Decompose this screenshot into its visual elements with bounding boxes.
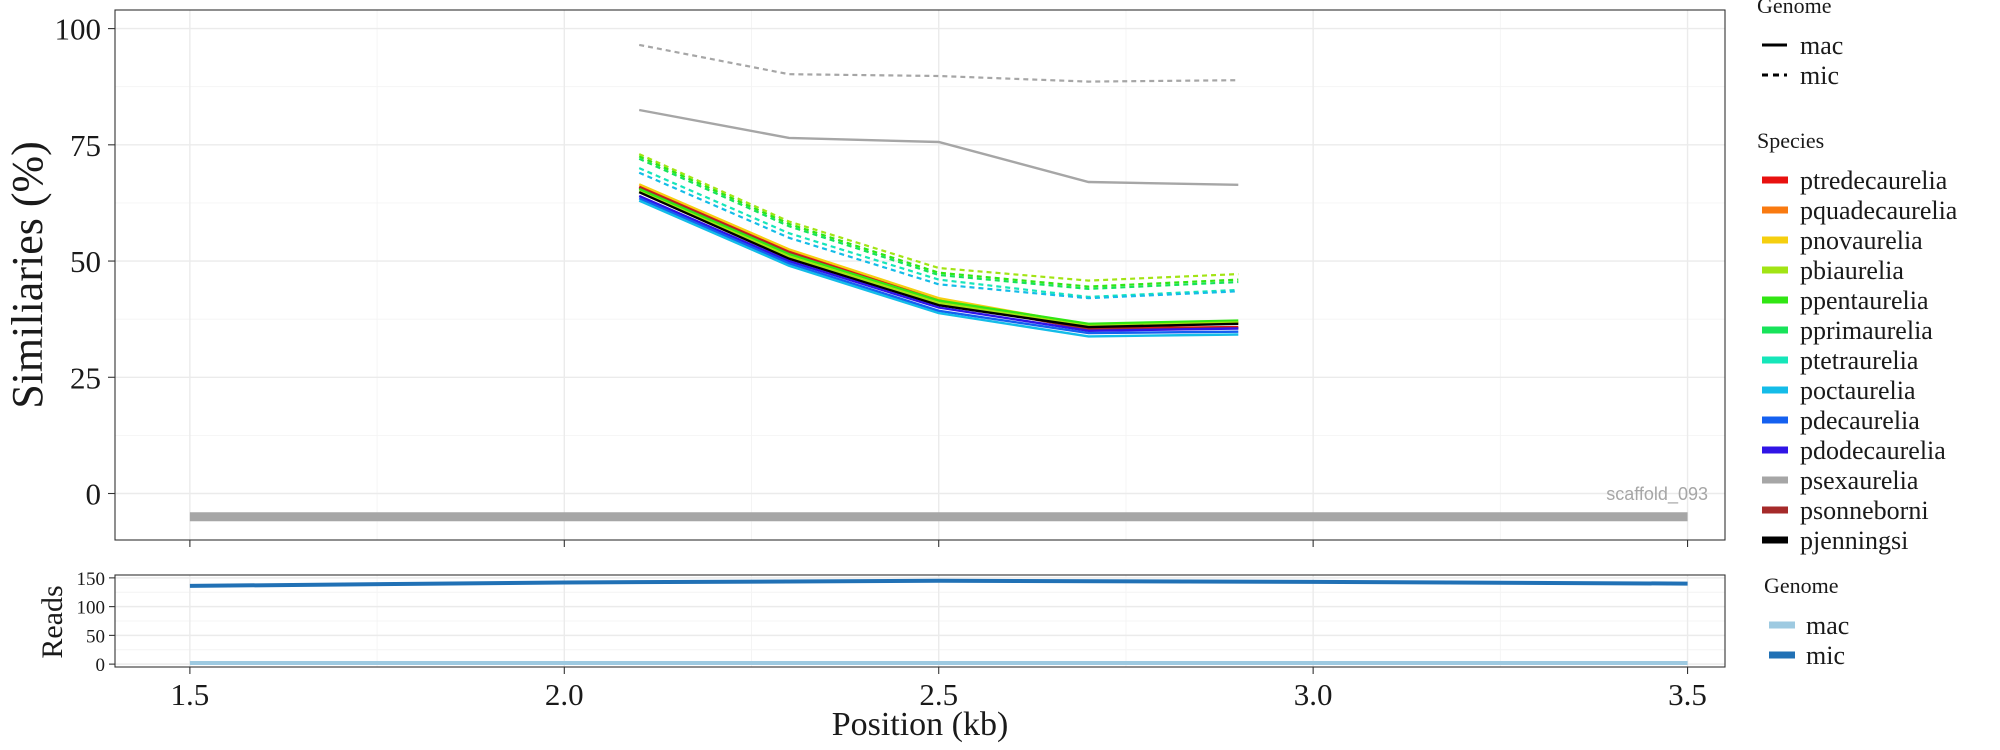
series-line-pdodecaurelia-mac <box>638 194 1239 333</box>
x-tick-label: 3.5 <box>1668 677 1707 712</box>
reads-panel: 0 50 100 150 1.5 2.0 2.5 3.0 3.5 Reads Position … <box>36 569 1726 743</box>
legend-species-key-pnovaurelia <box>1762 236 1788 244</box>
scaffold-annotation: scaffold_093 <box>1606 484 1708 505</box>
y-tick-label: 0 <box>86 477 102 512</box>
reads-y-axis-title: Reads <box>36 585 69 658</box>
series-line-pdecaurelia-mac <box>638 197 1239 335</box>
legend-species-key-pjenningsi <box>1762 536 1788 544</box>
similarity-minor-gridlines <box>115 10 1725 540</box>
legend-genome-title: Genome <box>1757 0 1832 18</box>
reads-axes: 0 50 100 150 1.5 2.0 2.5 3.0 3.5 <box>77 569 1707 712</box>
similarity-series-lines <box>638 43 1239 338</box>
legend-reads-label-mic: mic <box>1806 641 1845 670</box>
legend-species-label-ptetraurelia: ptetraurelia <box>1800 346 1919 375</box>
series-line-poctaurelia-mic <box>638 171 1239 300</box>
reads-y-tick-label: 150 <box>77 569 106 590</box>
legend-reads-label-mac: mac <box>1806 611 1849 640</box>
series-line-psexaurelia-mac <box>638 108 1239 186</box>
series-line-pbiaurelia-mic <box>638 153 1239 282</box>
series-line-ppentaurelia-mac <box>638 187 1239 326</box>
y-tick-label: 100 <box>55 12 102 47</box>
similarity-y-axis-title: Similiaries (%) <box>3 141 52 409</box>
legend-species-key-pbiaurelia <box>1762 266 1788 274</box>
reads-y-tick-label: 100 <box>77 598 106 619</box>
similarity-axes: 0 25 50 75 100 <box>55 12 1689 547</box>
legend-reads-key-mic <box>1769 651 1795 659</box>
y-tick-label: 75 <box>70 128 101 163</box>
legend-species-label-psexaurelia: psexaurelia <box>1800 466 1919 495</box>
reads-y-tick-label: 50 <box>86 626 105 647</box>
legend-species-key-psonneborni <box>1762 506 1788 514</box>
legend-species-key-ptredecaurelia <box>1762 176 1788 184</box>
legend-species-label-ppentaurelia: ppentaurelia <box>1800 286 1929 315</box>
reads-minor-gridlines <box>115 575 1725 667</box>
legend-species-key-ptetraurelia <box>1762 356 1788 364</box>
legend-species-label-pbiaurelia: pbiaurelia <box>1800 256 1904 285</box>
series-line-pjenningsi-mac <box>638 191 1239 329</box>
y-tick-label: 50 <box>70 244 101 279</box>
legend-reads-key-mac <box>1769 621 1795 629</box>
x-tick-label: 2.5 <box>919 677 958 712</box>
series-line-ptetraurelia-mic <box>638 167 1239 299</box>
x-tick-label: 1.5 <box>171 677 210 712</box>
legend-species-label-pquadecaurelia: pquadecaurelia <box>1800 196 1958 225</box>
series-line-ppentaurelia-mic <box>638 155 1239 288</box>
series-line-pprimaurelia-mic <box>638 157 1239 291</box>
legend-species-label-pdodecaurelia: pdodecaurelia <box>1800 436 1946 465</box>
legend-species-label-pprimaurelia: pprimaurelia <box>1800 316 1933 345</box>
reads-y-tick-label: 0 <box>96 655 106 676</box>
legend-species-key-pprimaurelia <box>1762 326 1788 334</box>
reads-series-lines <box>189 578 1688 665</box>
legend-species-key-pdecaurelia <box>1762 416 1788 424</box>
similarity-major-gridlines <box>115 10 1725 540</box>
legend-species-label-poctaurelia: poctaurelia <box>1800 376 1916 405</box>
legend-species-key-ppentaurelia <box>1762 296 1788 304</box>
reads-line-mic <box>189 578 1688 588</box>
legend-species-key-pdodecaurelia <box>1762 446 1788 454</box>
legend-species-label-ptredecaurelia: ptredecaurelia <box>1800 166 1948 195</box>
legend-species-title: Species <box>1757 128 1824 153</box>
x-axis-title: Position (kb) <box>832 706 1009 743</box>
similarity-panel: scaffold_093 0 25 50 75 100 Similiaries (%) <box>3 9 1726 547</box>
legend-genome-label-mic: mic <box>1800 61 1839 90</box>
legend-species: Species ptredecaureliapquadecaureliapnov… <box>1757 128 1958 555</box>
x-tick-label: 3.0 <box>1294 677 1333 712</box>
legend-reads-genome-title: Genome <box>1764 573 1839 598</box>
x-tick-label: 2.0 <box>545 677 584 712</box>
legend-species-key-poctaurelia <box>1762 386 1788 394</box>
legend-species-label-pjenningsi: pjenningsi <box>1800 526 1908 555</box>
legend-species-label-psonneborni: psonneborni <box>1800 496 1929 525</box>
y-tick-label: 25 <box>70 360 101 395</box>
legend-species-label-pdecaurelia: pdecaurelia <box>1800 406 1920 435</box>
series-line-poctaurelia-mac <box>638 199 1239 338</box>
legend-species-key-pquadecaurelia <box>1762 206 1788 214</box>
legend-species-key-psexaurelia <box>1762 476 1788 484</box>
reads-panel-border <box>114 574 1726 668</box>
similarity-panel-border <box>114 9 1726 541</box>
series-line-psexaurelia-mic <box>638 43 1239 83</box>
legend-species-label-pnovaurelia: pnovaurelia <box>1800 226 1923 255</box>
legend-genome-label-mac: mac <box>1800 31 1843 60</box>
